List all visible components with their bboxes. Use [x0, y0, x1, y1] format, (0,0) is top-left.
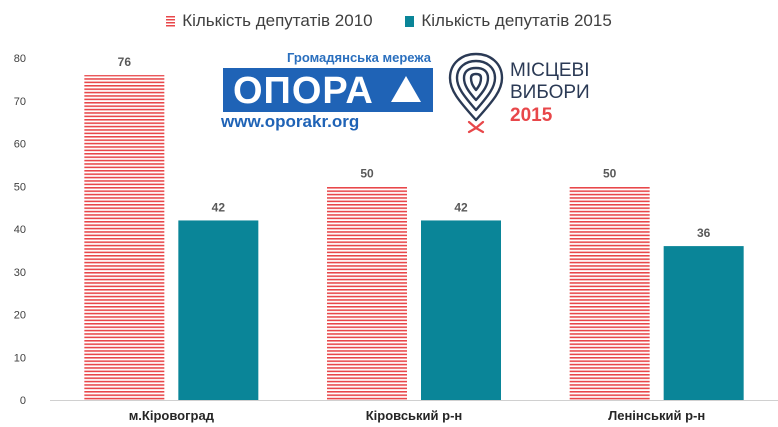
y-tick-label: 20: [14, 310, 26, 322]
opora-logo: Громадянська мережа ОПОРА www.oporakr.or…: [215, 48, 435, 132]
data-label: 50: [360, 166, 374, 180]
y-tick-label: 50: [14, 181, 26, 193]
legend-swatch-2015: [405, 15, 415, 27]
opora-url: www.oporakr.org: [221, 112, 360, 131]
data-labels-group: 76 42 50 42 50 36: [118, 55, 711, 240]
bars-group: [84, 75, 744, 400]
y-tick-label: 70: [14, 96, 26, 108]
data-label: 42: [212, 200, 226, 214]
y-tick-label: 10: [14, 352, 26, 364]
legend: Кількість депутатів 2010 Кількість депут…: [0, 10, 778, 31]
opora-name: ОПОРА: [233, 70, 374, 112]
legend-swatch-2010: [166, 15, 176, 27]
legend-label-2015: Кількість депутатів 2015: [421, 10, 612, 30]
opora-logo-box: ОПОРА: [223, 68, 433, 112]
y-axis: 0 10 20 30 40 50 60 70 80: [14, 53, 26, 407]
bar-2015: [178, 220, 259, 400]
y-tick-label: 30: [14, 267, 26, 279]
legend-item-2015: Кількість депутатів 2015: [405, 10, 612, 31]
data-label: 76: [118, 55, 132, 69]
data-label: 50: [603, 166, 617, 180]
x-axis: м.Кіровоград Кіровський р-н Ленінський р-н: [50, 400, 778, 423]
fingerprint-pin-icon: [448, 52, 504, 134]
y-tick-label: 60: [14, 139, 26, 151]
bar-2010: [569, 186, 650, 400]
bar-2010: [84, 75, 165, 400]
x-category-label: Кіровський р-н: [366, 408, 463, 423]
x-category-label: Ленінський р-н: [608, 408, 705, 423]
bar-2010: [327, 186, 407, 400]
y-tick-label: 40: [14, 224, 26, 236]
opora-tagline: Громадянська мережа: [287, 50, 431, 65]
y-tick-label: 80: [14, 53, 26, 65]
opora-triangle-icon: [391, 76, 421, 102]
elections-line2: ВИБОРИ: [510, 82, 590, 103]
x-category-label: м.Кіровоград: [129, 408, 215, 423]
bar-2015: [421, 220, 501, 400]
elections-year: 2015: [510, 105, 553, 126]
legend-item-2010: Кількість депутатів 2010: [166, 10, 373, 31]
y-tick-label: 0: [20, 395, 26, 407]
bar-2015: [663, 246, 744, 400]
local-elections-logo: МІСЦЕВІ ВИБОРИ 2015: [446, 50, 590, 134]
data-label: 42: [454, 200, 468, 214]
data-label: 36: [697, 226, 711, 240]
legend-label-2010: Кількість депутатів 2010: [182, 10, 373, 30]
elections-line1: МІСЦЕВІ: [510, 60, 590, 81]
